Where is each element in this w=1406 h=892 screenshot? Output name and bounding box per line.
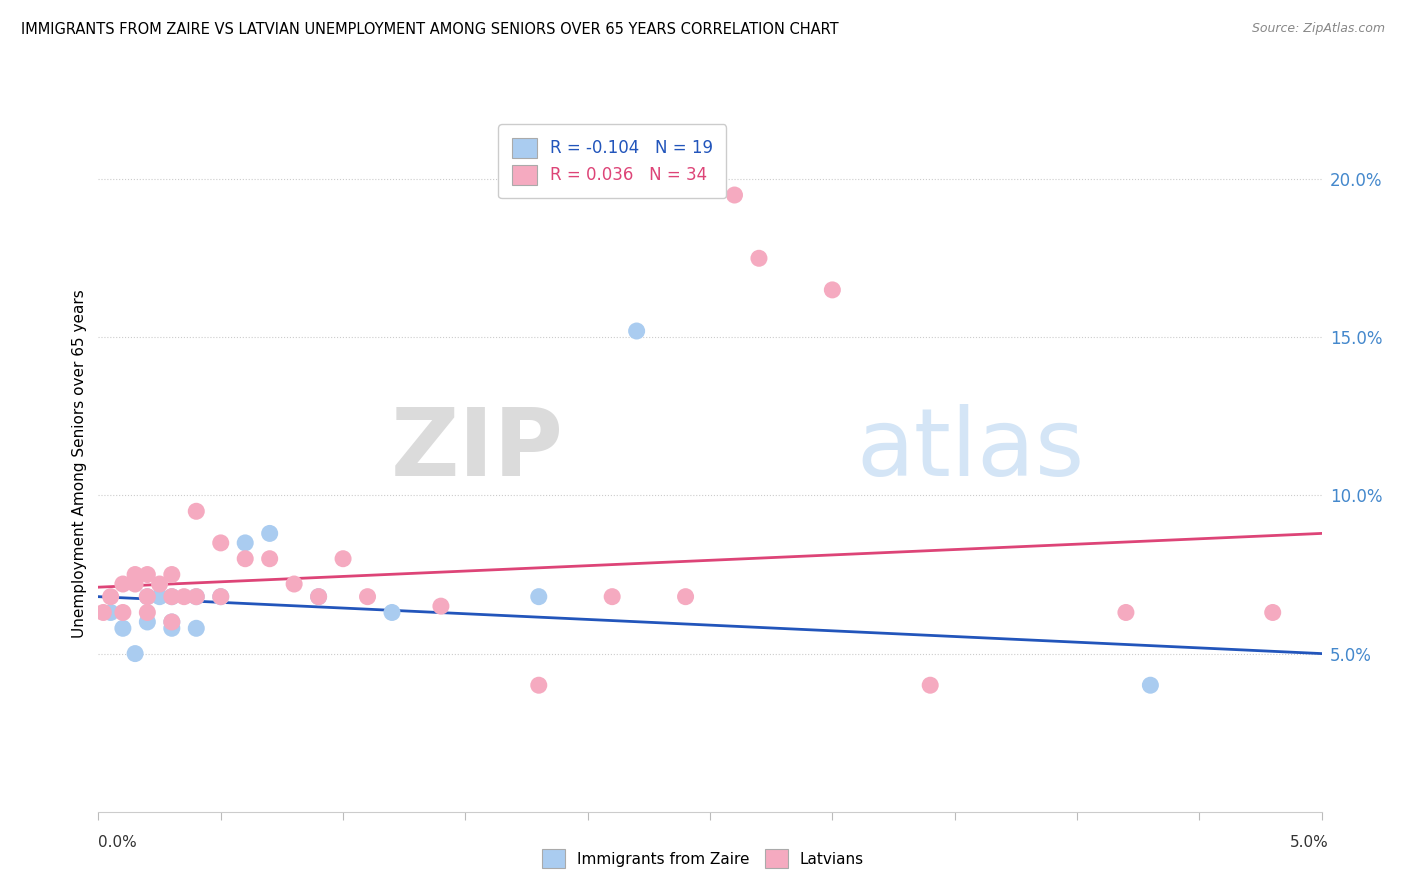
Point	[149, 577, 172, 591]
Point	[160, 567, 183, 582]
Point	[111, 577, 134, 591]
Point	[527, 678, 550, 692]
Point	[111, 621, 134, 635]
Point	[209, 590, 232, 604]
Point	[259, 551, 281, 566]
Point	[308, 590, 330, 604]
Point	[209, 590, 232, 604]
Point	[136, 606, 159, 620]
Text: atlas: atlas	[856, 404, 1085, 496]
Point	[430, 599, 453, 614]
Point	[111, 606, 134, 620]
Point	[1115, 606, 1137, 620]
Text: 0.0%: 0.0%	[98, 836, 138, 850]
Point	[160, 621, 183, 635]
Point	[136, 615, 159, 629]
Point	[381, 606, 404, 620]
Point	[748, 252, 770, 266]
Point	[136, 590, 159, 604]
Point	[821, 283, 844, 297]
Legend: R = -0.104   N = 19, R = 0.036   N = 34: R = -0.104 N = 19, R = 0.036 N = 34	[498, 124, 725, 198]
Point	[136, 590, 159, 604]
Point	[527, 590, 550, 604]
Point	[626, 324, 648, 338]
Point	[100, 590, 122, 604]
Point	[186, 504, 208, 518]
Y-axis label: Unemployment Among Seniors over 65 years: Unemployment Among Seniors over 65 years	[72, 290, 87, 638]
Point	[160, 615, 183, 629]
Point	[149, 590, 172, 604]
Point	[308, 590, 330, 604]
Point	[209, 536, 232, 550]
Point	[100, 606, 122, 620]
Point	[160, 615, 183, 629]
Text: ZIP: ZIP	[391, 404, 564, 496]
Point	[233, 551, 256, 566]
Point	[920, 678, 942, 692]
Point	[124, 567, 146, 582]
Point	[160, 590, 183, 604]
Point	[1261, 606, 1284, 620]
Point	[124, 647, 146, 661]
Text: 5.0%: 5.0%	[1289, 836, 1329, 850]
Point	[91, 606, 114, 620]
Point	[675, 590, 697, 604]
Text: Source: ZipAtlas.com: Source: ZipAtlas.com	[1251, 22, 1385, 36]
Point	[186, 621, 208, 635]
Point	[600, 590, 623, 604]
Legend: Immigrants from Zaire, Latvians: Immigrants from Zaire, Latvians	[534, 841, 872, 875]
Point	[723, 188, 745, 202]
Text: IMMIGRANTS FROM ZAIRE VS LATVIAN UNEMPLOYMENT AMONG SENIORS OVER 65 YEARS CORREL: IMMIGRANTS FROM ZAIRE VS LATVIAN UNEMPLO…	[21, 22, 839, 37]
Point	[124, 577, 146, 591]
Point	[259, 526, 281, 541]
Point	[356, 590, 378, 604]
Point	[160, 590, 183, 604]
Point	[186, 590, 208, 604]
Point	[332, 551, 354, 566]
Point	[186, 590, 208, 604]
Point	[233, 536, 256, 550]
Point	[173, 590, 195, 604]
Point	[1139, 678, 1161, 692]
Point	[283, 577, 305, 591]
Point	[136, 567, 159, 582]
